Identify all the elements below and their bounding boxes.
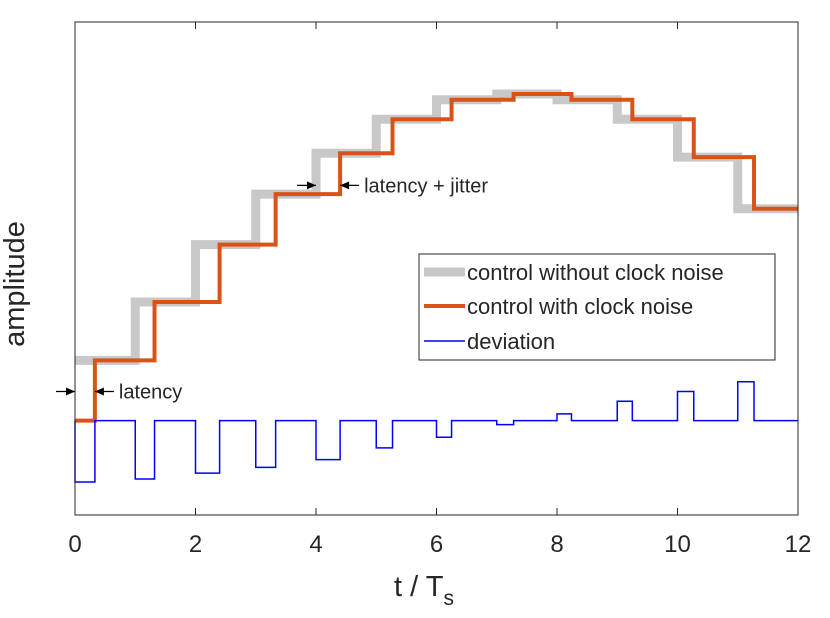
annotation-label: latency + jitter (364, 175, 488, 197)
series-clock-noise-line (75, 91, 798, 423)
annotation-0: latency (56, 382, 182, 404)
series-no-noise-line (75, 89, 798, 365)
annotation-arrowhead-right (94, 387, 104, 396)
annotation-label: latency (119, 382, 182, 404)
x-tick-label: 0 (68, 531, 81, 558)
legend-box (418, 253, 776, 361)
x-tick-label: 8 (550, 531, 563, 558)
x-tick-label: 4 (309, 531, 322, 558)
y-axis-title: amplitude (0, 221, 31, 347)
annotation-layer: latency latency + jitter (56, 175, 488, 404)
x-tick-label: 6 (430, 531, 443, 558)
legend-label-clock-noise: control with clock noise (467, 294, 693, 319)
ticks-layer: 0 2 4 6 8 10 12 (68, 22, 811, 558)
x-tick-label: 10 (664, 531, 691, 558)
series-deviation-line (74, 381, 798, 483)
annotation-arrowhead-right (340, 181, 350, 190)
x-axis-title: t / Ts (394, 571, 454, 610)
legend: control without clock noise control with… (418, 253, 776, 361)
x-tick-label: 12 (785, 531, 812, 558)
legend-label-deviation: deviation (467, 329, 555, 354)
annotation-arrowhead-left (307, 181, 316, 190)
annotation-1: latency + jitter (297, 175, 488, 197)
legend-label-no-noise: control without clock noise (467, 260, 724, 285)
annotation-arrowhead-left (66, 387, 75, 396)
series-layer (74, 89, 798, 483)
x-tick-label: 2 (189, 531, 202, 558)
